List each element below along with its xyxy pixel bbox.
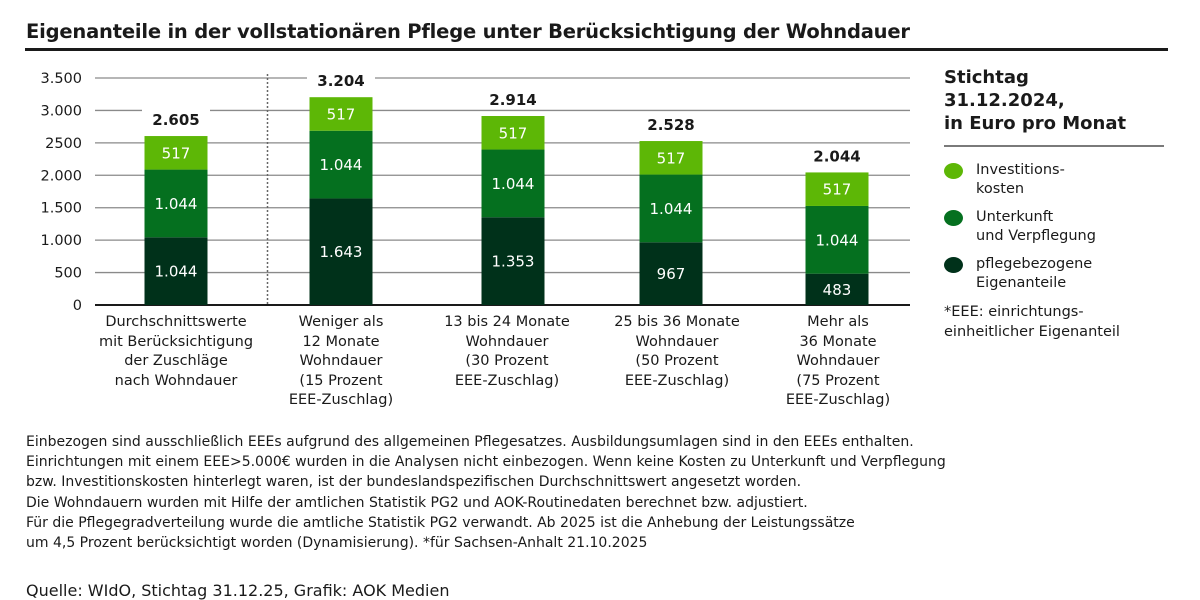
bar-segment <box>309 198 373 305</box>
segment-value-label: 517 <box>162 144 191 162</box>
y-tick-label: 500 <box>54 266 82 282</box>
y-tick-label: 2.000 <box>40 168 82 184</box>
y-tick-label: 0 <box>73 298 82 314</box>
legend-item-investitionskosten: Investitions- kosten <box>944 161 1174 199</box>
bar-segment <box>639 141 703 175</box>
total-value-label: 2.605 <box>152 111 199 129</box>
total-label-background <box>803 145 871 166</box>
total-value-label: 2.914 <box>489 91 536 109</box>
segment-value-label: 967 <box>657 265 686 283</box>
total-value-label: 3.204 <box>317 72 364 90</box>
bar-segment <box>805 273 869 305</box>
bar-segment <box>144 237 208 305</box>
x-category-label: Mehr als 36 Monate Wohndauer (75 Prozent… <box>785 314 891 408</box>
bar-segment <box>309 130 373 199</box>
legend-label: Investitions- kosten <box>976 162 1065 197</box>
bar-segment <box>481 217 545 305</box>
y-tick-label: 1.500 <box>40 201 82 217</box>
legend-label: Unterkunft und Verpflegung <box>976 209 1096 244</box>
segment-value-label: 1.044 <box>650 200 693 218</box>
y-tick-label: 1.000 <box>40 233 82 249</box>
segment-value-label: 1.044 <box>320 156 363 174</box>
legend-swatch-icon <box>944 163 963 179</box>
legend-label: pflegebezogene Eigenanteile <box>976 256 1093 291</box>
segment-value-label: 1.643 <box>320 243 363 261</box>
legend-footnote: *EEE: einrichtungs- einheitlicher Eigena… <box>944 304 1120 340</box>
segment-value-label: 517 <box>327 105 356 123</box>
segment-value-label: 517 <box>499 124 528 142</box>
total-label-background <box>479 89 547 110</box>
segment-value-label: 1.044 <box>155 263 198 281</box>
total-value-label: 2.044 <box>813 147 860 165</box>
x-category-label: Weniger als 12 Monate Wohndauer (15 Proz… <box>288 314 394 408</box>
segment-value-label: 517 <box>823 181 852 199</box>
bar-segment <box>481 116 545 150</box>
y-tick-label: 3.000 <box>40 103 82 119</box>
title-underline <box>25 48 1168 51</box>
total-label-background <box>637 114 705 135</box>
x-category-label: 25 bis 36 Monate Wohndauer (50 Prozent E… <box>614 314 740 389</box>
segment-value-label: 1.353 <box>492 253 535 271</box>
legend-swatch-icon <box>944 210 963 226</box>
y-tick-label: 2500 <box>45 136 82 152</box>
x-category-label: Durchschnittswerte mit Berücksichtigung … <box>98 314 254 389</box>
y-tick-label: 3.500 <box>40 71 82 87</box>
bar-segment <box>144 169 208 238</box>
segment-value-label: 483 <box>823 281 852 299</box>
segment-value-label: 517 <box>657 149 686 167</box>
total-label-background <box>142 109 210 130</box>
bar-segment <box>481 149 545 218</box>
legend-heading: Stichtag 31.12.2024, in Euro pro Monat <box>944 67 1127 134</box>
bar-segment <box>639 174 703 243</box>
total-label-background <box>307 70 375 91</box>
bar-segment <box>805 172 869 206</box>
legend-divider <box>944 145 1164 147</box>
bar-segment <box>309 97 373 131</box>
segment-value-label: 1.044 <box>816 231 859 249</box>
stacked-bar-chart: 0 500 1.000 1.500 2.000 2500 3.000 3.500 1.044 1.… <box>40 70 910 314</box>
bar-segment <box>639 242 703 305</box>
bar-segment <box>144 136 208 170</box>
legend-item-pflegebezogene-eigenanteile: pflegebezogene Eigenanteile <box>944 255 1174 293</box>
legend-item-unterkunft-verpflegung: Unterkunft und Verpflegung <box>944 208 1174 246</box>
legend-swatch-icon <box>944 257 963 273</box>
legend: Stichtag 31.12.2024, in Euro pro Monat I… <box>944 66 1174 342</box>
segment-value-label: 1.044 <box>492 175 535 193</box>
source-line: Quelle: WIdO, Stichtag 31.12.25, Grafik:… <box>26 581 450 600</box>
segment-value-label: 1.044 <box>155 195 198 213</box>
total-value-label: 2.528 <box>647 116 694 134</box>
methodology-footnote: Einbezogen sind ausschließlich EEEs aufg… <box>26 434 946 552</box>
bar-segment <box>805 205 869 274</box>
chart-title: Eigenanteile in der vollstationären Pfle… <box>26 20 910 43</box>
x-category-label: 13 bis 24 Monate Wohndauer (30 Prozent E… <box>444 314 570 389</box>
